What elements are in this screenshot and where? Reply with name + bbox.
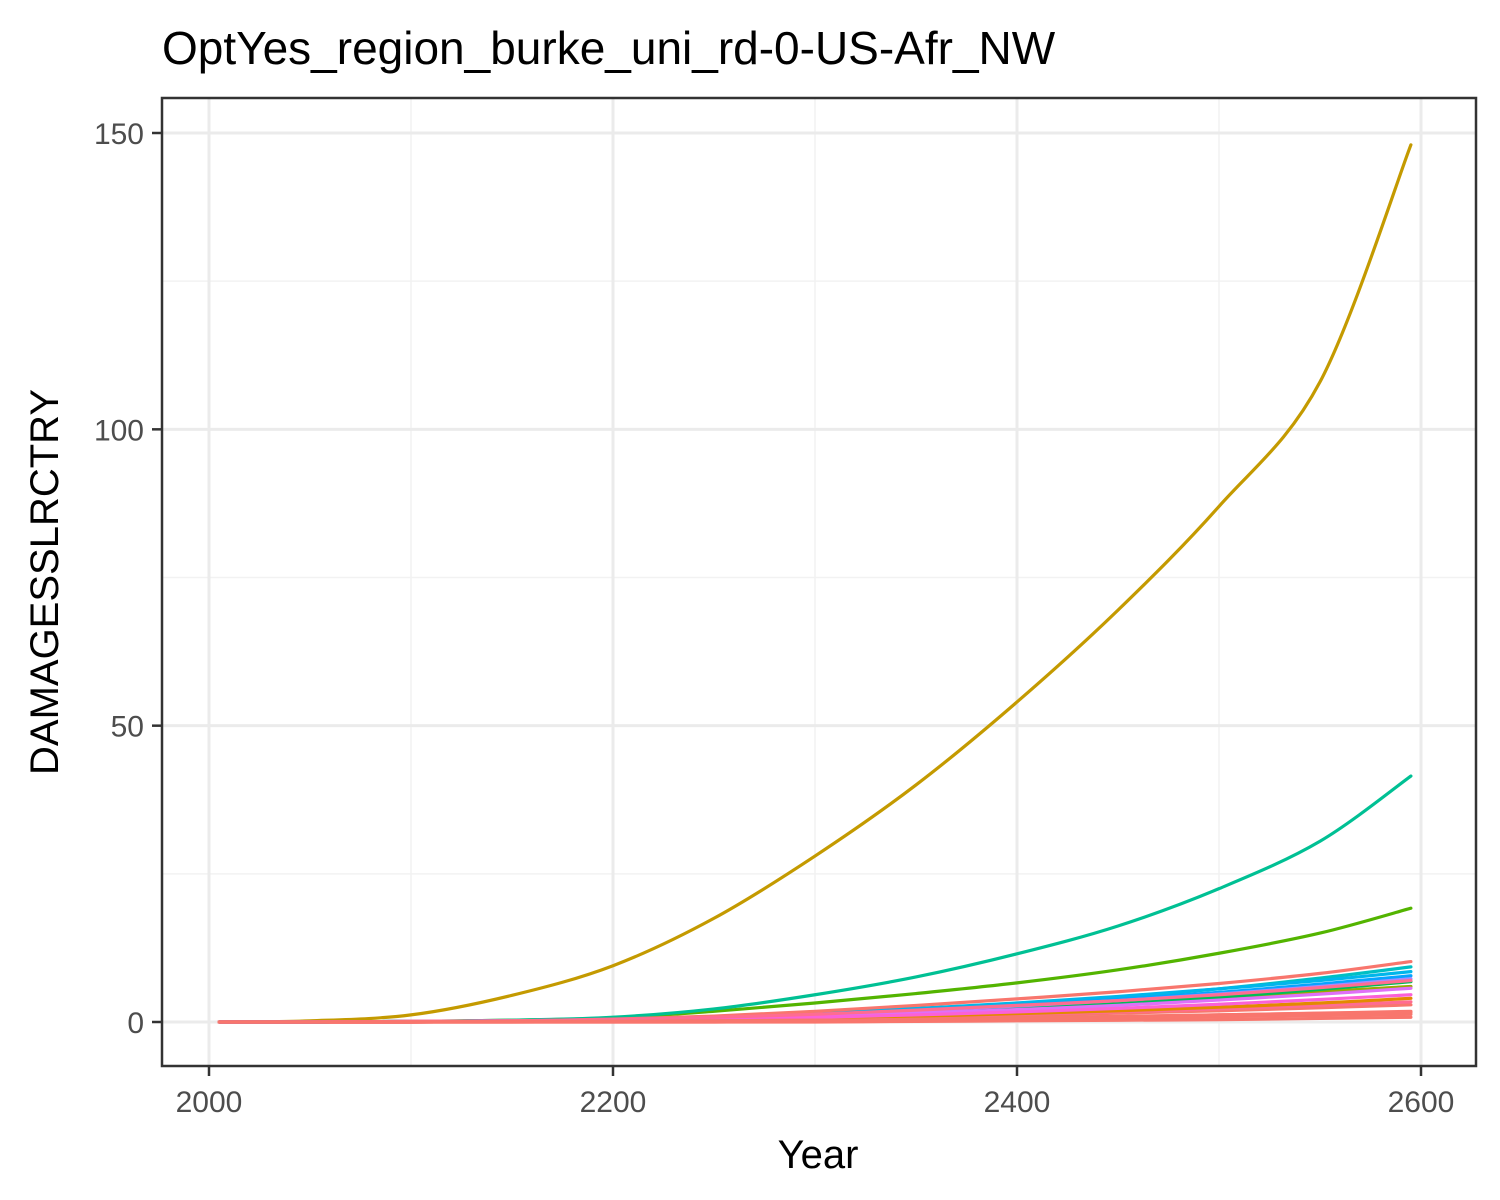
- series-line-baseline-band: [217, 1010, 1413, 1024]
- x-axis-title: Year: [778, 1133, 859, 1177]
- y-tick-label: 50: [111, 711, 144, 744]
- x-tick-label: 2200: [580, 1086, 647, 1119]
- x-tick-labels: 2000 2200 2400 2600: [176, 1086, 1455, 1119]
- panel-border: [160, 96, 1478, 1068]
- chart-title: OptYes_region_burke_uni_rd-0-US-Afr_NW: [162, 22, 1056, 74]
- y-axis-title: DAMAGESSLRCTRY: [23, 389, 67, 775]
- minor-gridlines: [162, 98, 1476, 1066]
- series-line-6: [217, 143, 1413, 1024]
- x-tick-label: 2600: [1388, 1086, 1455, 1119]
- x-tick-label: 2400: [984, 1086, 1051, 1119]
- x-tick-label: 2000: [176, 1086, 243, 1119]
- y-tick-label: 150: [94, 118, 144, 151]
- y-tick-labels: 0 50 100 150: [94, 118, 144, 1040]
- y-tick-label: 100: [94, 414, 144, 447]
- axis-ticks: [152, 131, 1423, 1076]
- series-lines: [217, 143, 1413, 1024]
- y-tick-label: 0: [127, 1007, 144, 1040]
